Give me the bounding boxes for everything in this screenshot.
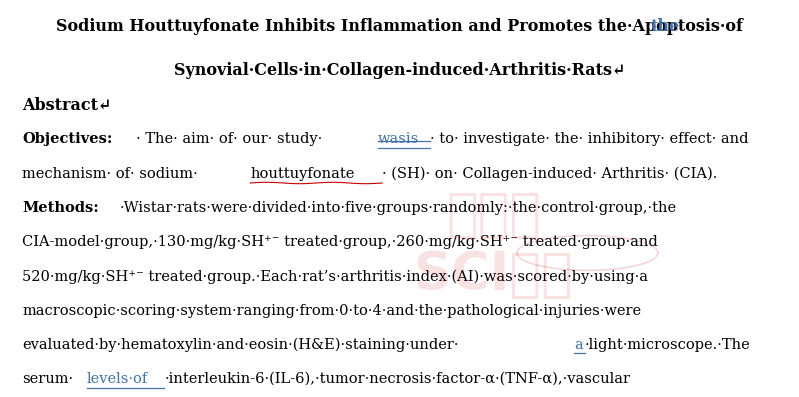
Text: levels·of: levels·of (87, 372, 148, 386)
Text: Objectives:: Objectives: (22, 132, 113, 146)
Text: serum·: serum· (22, 372, 74, 386)
Text: Abstract↵: Abstract↵ (22, 97, 111, 114)
Text: · to· investigate· the· inhibitory· effect· and: · to· investigate· the· inhibitory· effe… (430, 132, 749, 146)
Text: 520·mg/kg·SH⁺⁻ treated·group.·Each·rat’s·arthritis·index·(AI)·was·scored·by·usin: 520·mg/kg·SH⁺⁻ treated·group.·Each·rat’s… (22, 269, 648, 284)
Text: mechanism· of· sodium·: mechanism· of· sodium· (22, 167, 202, 181)
Text: CIA-model·group,·130·mg/kg·SH⁺⁻ treated·group,·260·mg/kg·SH⁺⁻ treated·group·and: CIA-model·group,·130·mg/kg·SH⁺⁻ treated·… (22, 235, 658, 249)
Text: ·light·microscope.·The: ·light·microscope.·The (585, 338, 751, 352)
Text: ·Wistar·rats·were·divided·into·five·groups·randomly:·the·control·group,·the: ·Wistar·rats·were·divided·into·five·grou… (119, 201, 676, 215)
Text: ·interleukin-6·(IL-6),·tumor·necrosis·factor-α·(TNF-α),·vascular: ·interleukin-6·(IL-6),·tumor·necrosis·fa… (164, 372, 630, 386)
Text: evaluated·by·hematoxylin·and·eosin·(H&E)·staining·under·: evaluated·by·hematoxylin·and·eosin·(H&E)… (22, 338, 459, 352)
Text: the: the (650, 17, 680, 35)
Text: · The· aim· of· our· study·: · The· aim· of· our· study· (137, 132, 328, 146)
Text: · (SH)· on· Collagen-induced· Arthritis· (CIA).: · (SH)· on· Collagen-induced· Arthritis·… (382, 167, 718, 181)
Text: houttuyfonate: houttuyfonate (250, 167, 355, 181)
Text: a: a (574, 338, 582, 352)
Text: macroscopic·scoring·system·ranging·from·0·to·4·and·the·pathological·injuries·wer: macroscopic·scoring·system·ranging·from·… (22, 304, 642, 318)
Text: wasis: wasis (378, 132, 419, 146)
Text: 筑塔人
SCI润色: 筑塔人 SCI润色 (414, 189, 573, 301)
Text: Methods:: Methods: (22, 201, 99, 215)
Text: Sodium Houttuyfonate Inhibits Inflammation and Promotes the·Apoptosis·of: Sodium Houttuyfonate Inhibits Inflammati… (56, 17, 743, 35)
Text: Synovial·Cells·in·Collagen-induced·Arthritis·Rats↵: Synovial·Cells·in·Collagen-induced·Arthr… (174, 62, 625, 79)
